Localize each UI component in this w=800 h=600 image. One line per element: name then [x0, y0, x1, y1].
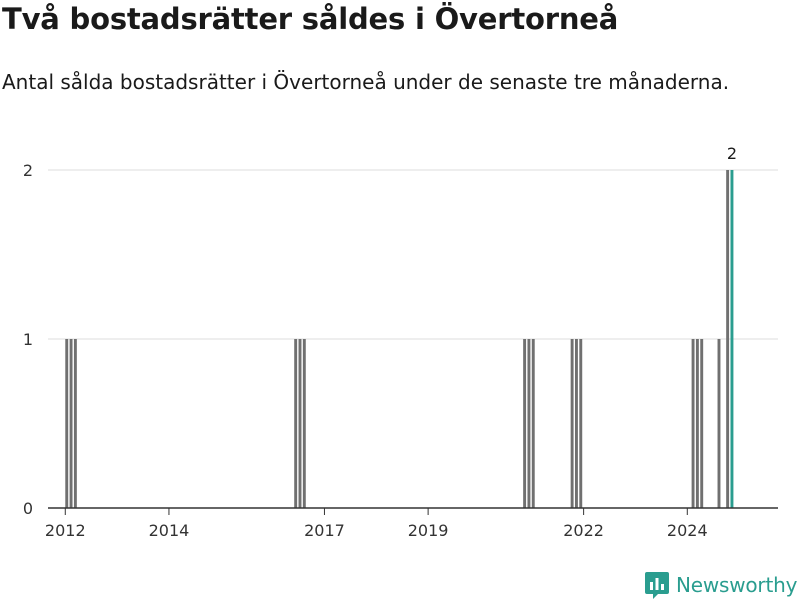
bar [700, 339, 704, 508]
y-tick-label: 0 [23, 499, 33, 518]
data-label: 2 [727, 144, 737, 163]
bar [69, 339, 73, 508]
chart-subtitle: Antal sålda bostadsrätter i Övertorneå u… [2, 70, 730, 94]
page-title: Två bostadsrätter såldes i Övertorneå [2, 2, 619, 36]
x-tick-label: 2014 [149, 521, 190, 540]
brand-name: Newsworthy [676, 573, 798, 597]
bar [298, 339, 302, 508]
bar [574, 339, 578, 508]
bar [523, 339, 527, 508]
bar [726, 170, 730, 508]
newsworthy-logo-icon [645, 572, 669, 599]
bar [73, 339, 77, 508]
bar [570, 339, 574, 508]
bar [730, 170, 734, 508]
y-tick-label: 1 [23, 330, 33, 349]
bar [717, 339, 721, 508]
x-tick-label: 2019 [408, 521, 449, 540]
bar [302, 339, 306, 508]
bar [294, 339, 298, 508]
bar [579, 339, 583, 508]
bar [531, 339, 535, 508]
bar [527, 339, 531, 508]
x-tick-label: 2024 [667, 521, 708, 540]
x-tick-label: 2017 [304, 521, 345, 540]
y-tick-label: 2 [23, 161, 33, 180]
bar [65, 339, 69, 508]
bar [691, 339, 695, 508]
x-tick-label: 2012 [45, 521, 86, 540]
x-tick-label: 2022 [563, 521, 604, 540]
newsworthy-brand: Newsworthy [644, 570, 797, 600]
bar [695, 339, 699, 508]
